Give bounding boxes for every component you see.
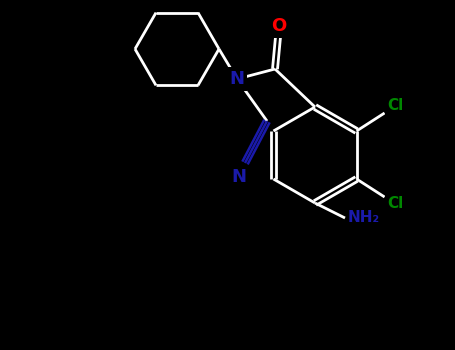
Text: NH₂: NH₂	[348, 210, 380, 225]
Text: O: O	[271, 17, 287, 35]
Text: N: N	[232, 168, 247, 186]
Text: N: N	[229, 70, 244, 88]
Text: Cl: Cl	[388, 196, 404, 211]
Text: Cl: Cl	[388, 98, 404, 113]
